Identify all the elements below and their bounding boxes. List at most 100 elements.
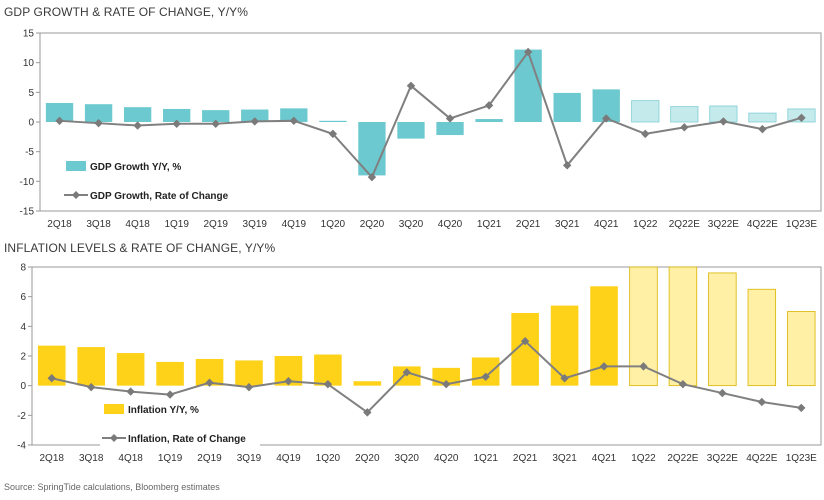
gdp-x-tick-label: 3Q18 xyxy=(86,219,111,230)
inflation-rate-line xyxy=(51,339,802,414)
gdp-rate-point-1q22 xyxy=(641,129,650,139)
inflation-rate-point-4q20 xyxy=(442,379,451,389)
inflation-bar-1q19 xyxy=(156,361,184,386)
inflation-legend-marker xyxy=(110,434,118,442)
inflation-bar-3q19 xyxy=(235,360,263,386)
inflation-bar-4q18 xyxy=(116,353,145,386)
inflation-y-tick-label: -2 xyxy=(17,411,26,422)
inflation-x-tick-label: 2Q19 xyxy=(197,453,222,464)
gdp-bar-2q19 xyxy=(202,110,230,122)
gdp-x-tick-label: 3Q22E xyxy=(708,219,739,230)
gdp-rate-point-4q22e xyxy=(758,124,767,134)
gdp-rate-point-3q22e xyxy=(719,117,728,126)
gdp-x-tick-label: 1Q23E xyxy=(786,219,817,230)
inflation-rate-point-3q19 xyxy=(244,382,254,392)
inflation-rate-point-4q19 xyxy=(284,377,293,386)
gdp-legend-marker xyxy=(72,191,80,199)
gdp-y-tick-label: 5 xyxy=(28,88,34,99)
inflation-legend: Inflation Y/Y, % Inflation, Rate of Chang… xyxy=(100,400,260,446)
inflation-x-tick-label: 1Q20 xyxy=(316,453,341,464)
inflation-x-tick-label: 2Q22E xyxy=(667,453,698,464)
gdp-rate-point-3q20 xyxy=(406,81,416,91)
inflation-x-tick-label: 1Q19 xyxy=(158,453,183,464)
inflation-bar-1q23e xyxy=(787,311,816,387)
gdp-rate-point-4q21 xyxy=(602,114,611,123)
inflation-x-tick-label: 1Q21 xyxy=(473,453,498,464)
inflation-legend-bar-swatch xyxy=(104,404,124,414)
gdp-x-tick-label: 1Q20 xyxy=(321,219,346,230)
inflation-rate-point-1q21 xyxy=(481,372,490,381)
inflation-rate-point-3q20 xyxy=(402,368,411,377)
gdp-x-tick-label: 4Q19 xyxy=(282,219,307,230)
gdp-y-tick-label: -5 xyxy=(25,147,34,158)
gdp-rate-point-1q19 xyxy=(172,119,181,128)
gdp-y-tick-label: -15 xyxy=(20,207,35,218)
inflation-y-tick-label: 2 xyxy=(20,352,26,363)
gdp-rate-point-4q19 xyxy=(289,116,299,126)
gdp-rate-point-2q22e xyxy=(680,123,689,132)
gdp-x-tick-label: 2Q21 xyxy=(516,219,541,230)
gdp-x-tick-label: 3Q21 xyxy=(555,219,580,230)
inflation-rate-point-3q21 xyxy=(560,374,569,383)
inflation-y-tick-label: 4 xyxy=(20,322,26,333)
gdp-bar-1q19 xyxy=(163,108,191,122)
gdp-chart: 15 10 5 0 -5 -10 -15 2Q18 3Q18 4Q18 1Q19 2Q19 3Q19 4Q… xyxy=(20,29,822,230)
inflation-rate-point-4q18 xyxy=(126,387,135,396)
gdp-x-tick-label: 2Q22E xyxy=(669,219,700,230)
inflation-x-tick-label: 1Q22 xyxy=(631,453,656,464)
gdp-x-tick-label: 2Q19 xyxy=(203,219,228,230)
gdp-x-tick-label: 2Q18 xyxy=(47,219,72,230)
inflation-x-tick-label: 3Q18 xyxy=(79,453,104,464)
inflation-legend-box xyxy=(100,400,260,446)
inflation-rate-point-4q21 xyxy=(599,362,609,371)
gdp-x-tick-label: 1Q21 xyxy=(477,219,502,230)
gdp-rate-point-4q18 xyxy=(133,121,142,130)
inflation-bar-3q21 xyxy=(550,305,579,386)
gdp-y-tick-label: 15 xyxy=(23,29,35,40)
gdp-legend: GDP Growth Y/Y, % GDP Growth, Rate of Cha… xyxy=(62,157,282,203)
gdp-bar-3q21 xyxy=(553,92,581,122)
inflation-rate-point-1q23e xyxy=(797,403,806,413)
gdp-rate-point-1q23e xyxy=(797,113,806,123)
inflation-bar-3q22e xyxy=(708,272,737,387)
gdp-bar-4q18 xyxy=(123,107,152,122)
inflation-x-tick-label: 2Q18 xyxy=(39,453,64,464)
gdp-x-tick-label: 4Q21 xyxy=(594,219,619,230)
gdp-rate-point-3q18 xyxy=(94,118,103,128)
inflation-bar-2q20 xyxy=(353,381,382,386)
inflation-rate-point-1q20 xyxy=(323,379,333,389)
inflation-rate-point-3q22e xyxy=(718,388,727,398)
gdp-bar-3q18 xyxy=(84,104,113,122)
gdp-bar-4q19 xyxy=(280,108,308,122)
inflation-y-tick-label: -4 xyxy=(17,441,26,452)
inflation-x-tick-label: 4Q18 xyxy=(118,453,143,464)
gdp-bar-2q22e xyxy=(670,106,699,123)
gdp-bar-1q22 xyxy=(631,100,660,123)
inflation-rate-point-1q19 xyxy=(165,390,175,399)
inflation-rate-point-2q19 xyxy=(205,378,214,387)
inflation-x-tick-label: 4Q20 xyxy=(434,453,459,464)
gdp-rate-point-2q18 xyxy=(55,116,64,126)
inflation-rate-point-3q18 xyxy=(86,382,96,392)
gdp-x-tick-label: 4Q22E xyxy=(747,219,778,230)
gdp-legend-line-label: GDP Growth, Rate of Change xyxy=(90,191,229,202)
inflation-x-tick-label: 4Q21 xyxy=(592,453,617,464)
inflation-legend-line-label: Inflation, Rate of Change xyxy=(128,434,246,445)
gdp-bar-4q22e xyxy=(748,112,777,123)
gdp-x-tick-label: 4Q20 xyxy=(438,219,463,230)
gdp-x-tick-label: 3Q19 xyxy=(243,219,268,230)
gdp-x-tick-label: 3Q20 xyxy=(399,219,424,230)
gdp-rate-point-4q20 xyxy=(445,114,455,123)
inflation-x-tick-label: 3Q21 xyxy=(552,453,577,464)
inflation-x-tick-label: 3Q22E xyxy=(707,453,738,464)
inflation-x-tick-label: 3Q19 xyxy=(237,453,262,464)
inflation-rate-point-4q22e xyxy=(757,397,767,407)
inflation-chart: 8 6 4 2 0 -2 -4 2Q18 3Q18 4Q18 1Q19 2Q19 3Q19 4Q19 1Q2… xyxy=(17,263,822,464)
gdp-rate-point-1q21 xyxy=(484,101,494,110)
gdp-bar-2q18 xyxy=(45,103,74,122)
gdp-y-tick-label: 10 xyxy=(23,58,35,69)
gdp-legend-bar-label: GDP Growth Y/Y, % xyxy=(90,162,181,173)
inflation-y-tick-label: 6 xyxy=(20,292,26,303)
inflation-x-tick-label: 3Q20 xyxy=(395,453,420,464)
inflation-bar-4q22e xyxy=(747,288,777,387)
